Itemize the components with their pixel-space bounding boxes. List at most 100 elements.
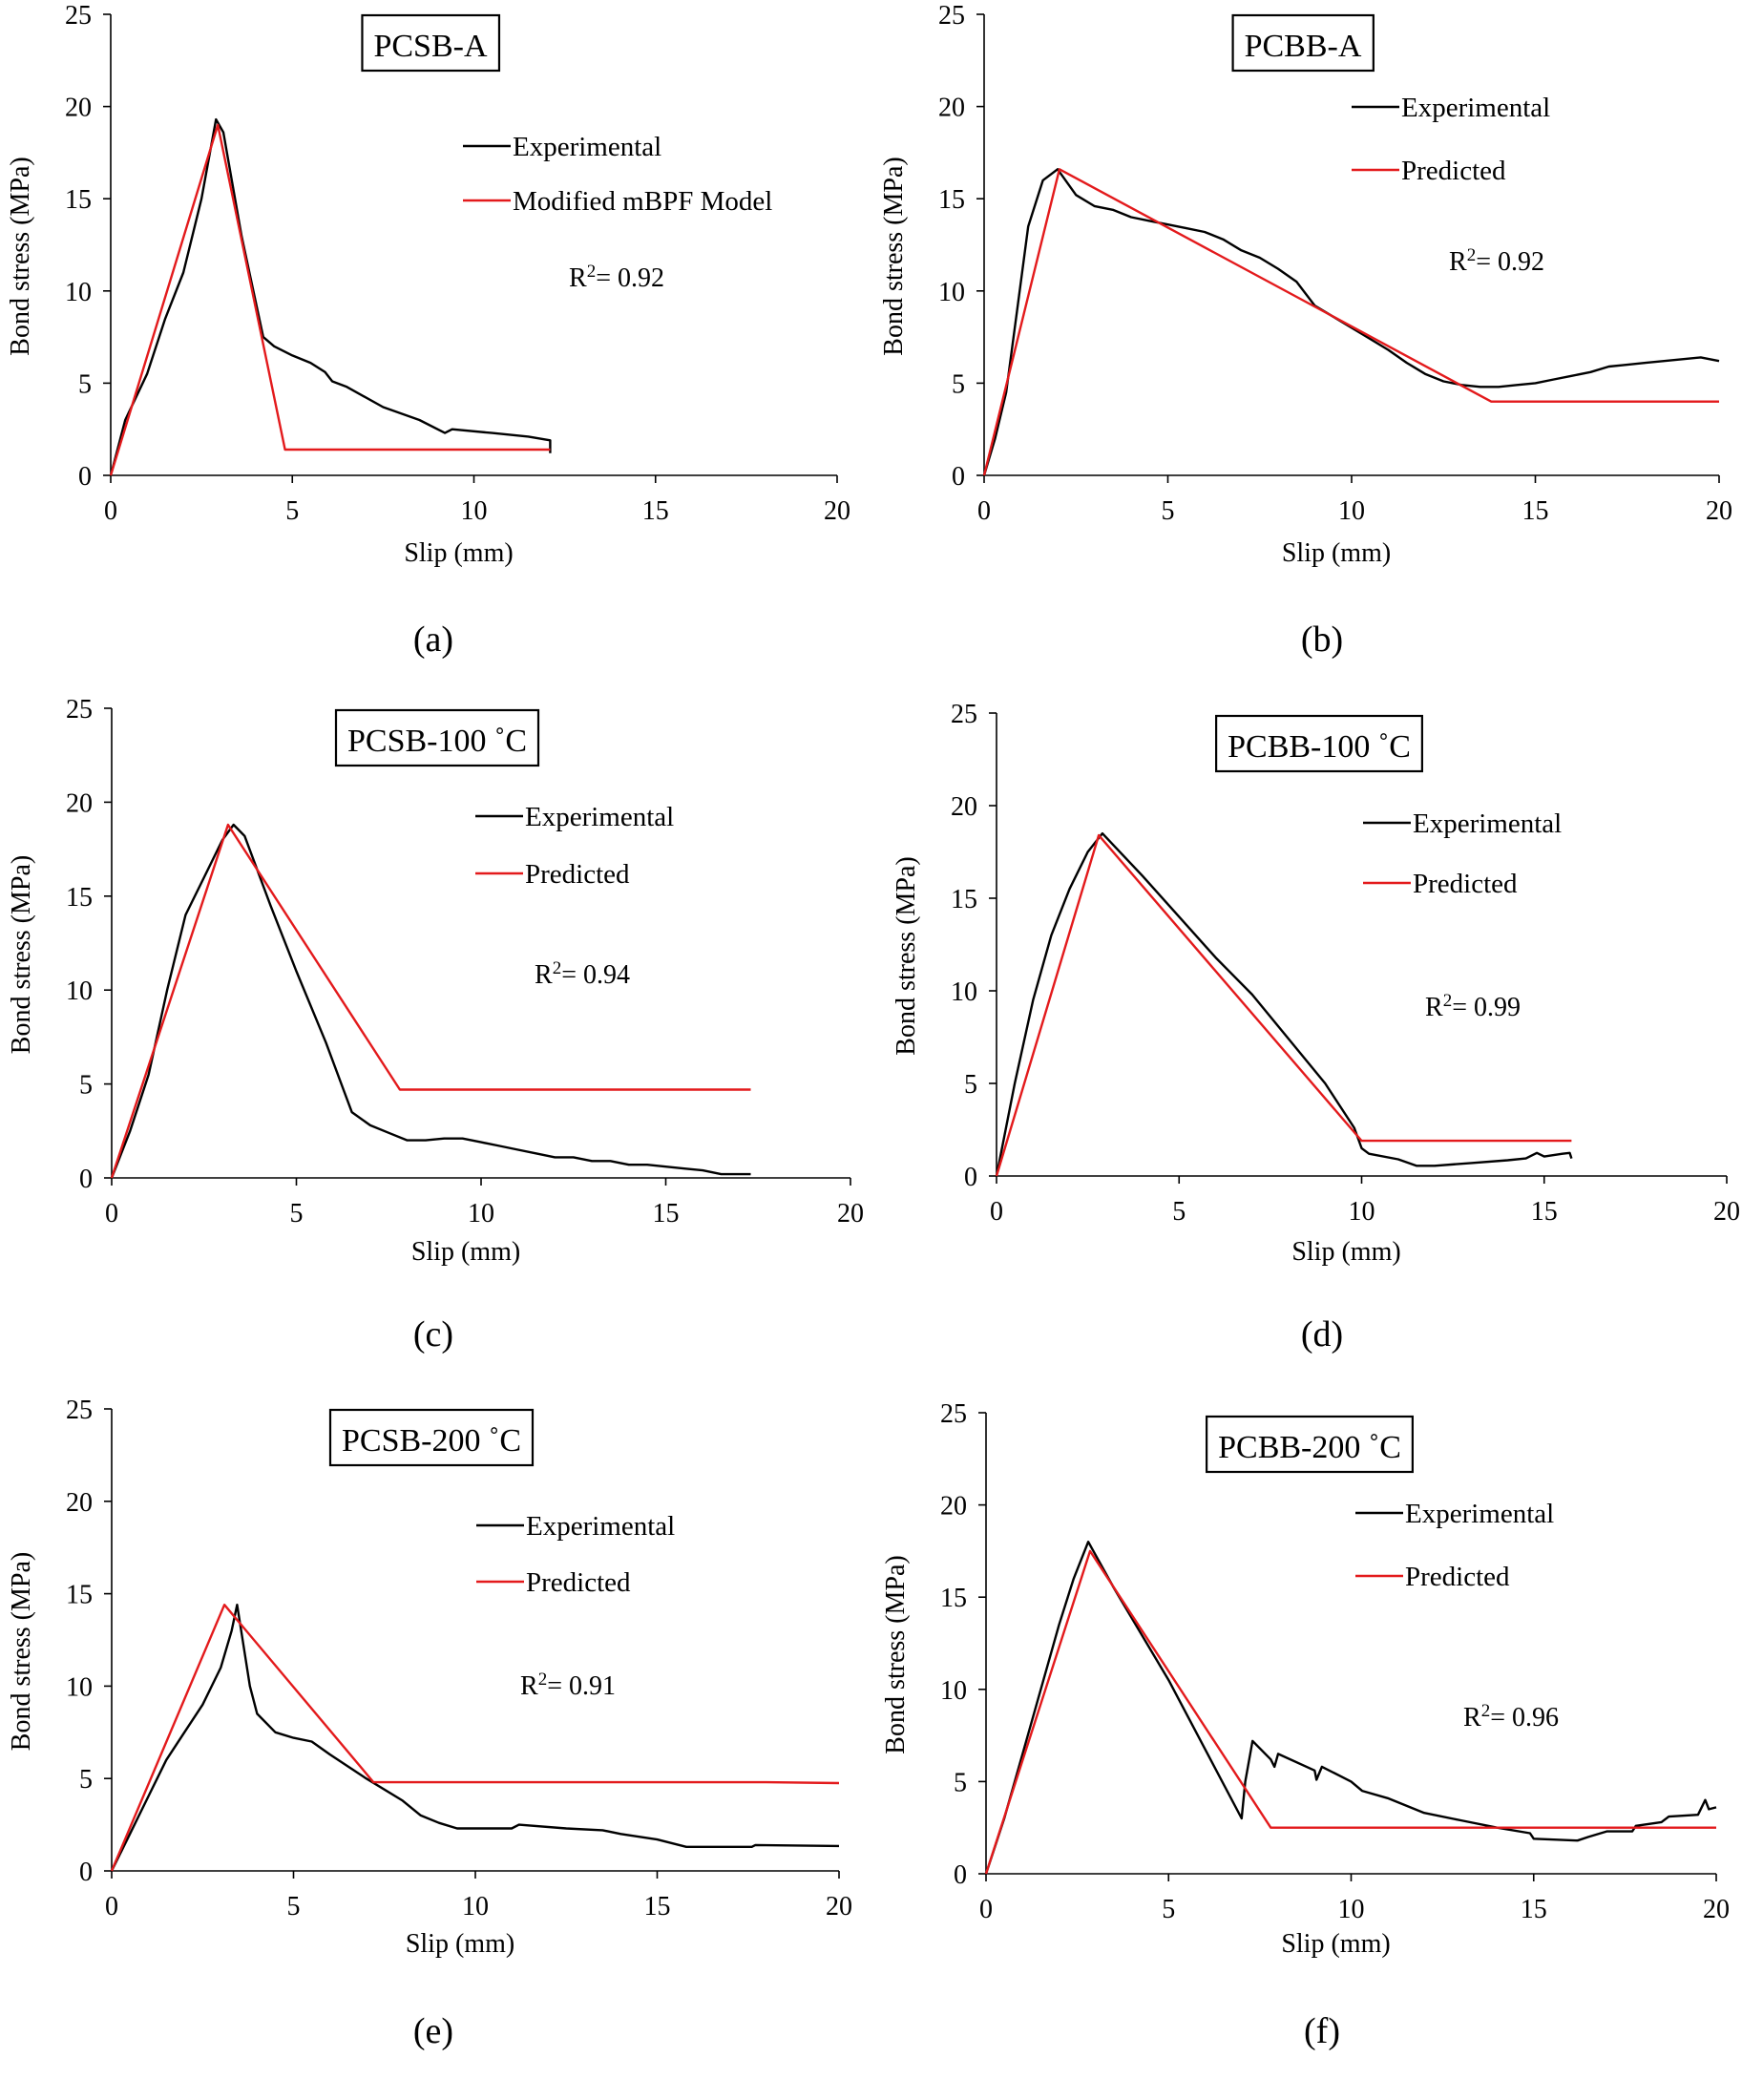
y-tick-label: 5 [964, 1070, 977, 1100]
x-tick-label: 0 [977, 496, 991, 526]
y-axis-title: Bond stress (MPa) [7, 855, 36, 1054]
y-tick-label: 15 [938, 185, 965, 215]
x-tick-label: 20 [1713, 1197, 1740, 1227]
panel-title: PCBB-A [1245, 29, 1362, 64]
x-tick-label: 15 [653, 1199, 680, 1228]
y-tick-label: 20 [66, 788, 93, 818]
y-tick-label: 25 [951, 700, 977, 729]
y-tick-label: 15 [66, 883, 93, 913]
x-tick-label: 0 [105, 1199, 118, 1228]
y-axis-title: Bond stress (MPa) [881, 1555, 911, 1754]
y-tick-label: 15 [65, 185, 92, 215]
x-tick-label: 15 [1531, 1197, 1558, 1227]
y-axis-title: Bond stress (MPa) [6, 157, 35, 355]
panel-caption: (b) [1301, 620, 1343, 660]
x-tick-label: 10 [1338, 496, 1365, 526]
legend-label: Predicted [1413, 869, 1518, 899]
r-squared-annotation: R2= 0.96 [1463, 1701, 1559, 1732]
x-tick-label: 10 [468, 1199, 494, 1228]
panel-caption: (f) [1304, 2011, 1340, 2051]
r-squared-annotation: R2= 0.99 [1425, 991, 1521, 1022]
y-tick-label: 15 [951, 885, 977, 914]
r-squared-annotation: R2= 0.91 [520, 1670, 616, 1701]
series-line-experimental [110, 823, 751, 1179]
panel-title: PCSB-200 ˚C [342, 1423, 521, 1459]
y-tick-label: 20 [938, 94, 965, 123]
x-tick-label: 5 [287, 1892, 301, 1922]
x-tick-label: 0 [104, 496, 117, 526]
legend-label: Predicted [1401, 156, 1506, 186]
y-tick-label: 0 [964, 1163, 977, 1192]
x-tick-label: 15 [1521, 1895, 1547, 1924]
legend: Experimental Predicted [475, 802, 674, 890]
r-squared-annotation: R2= 0.92 [569, 262, 664, 293]
series-line-experimental [995, 831, 1573, 1177]
x-tick-label: 10 [461, 496, 488, 526]
y-tick-label: 10 [938, 278, 965, 307]
legend: Experimental Predicted [1352, 93, 1550, 186]
series-line-predicted [110, 1603, 840, 1872]
panel-title: PCBB-200 ˚C [1218, 1430, 1401, 1465]
panel-title-box [361, 13, 501, 73]
y-tick-label: 5 [79, 1765, 93, 1795]
y-tick-label: 20 [940, 1492, 967, 1522]
panel-title: PCSB-100 ˚C [347, 724, 527, 759]
r-squared-annotation: R2= 0.94 [535, 958, 630, 990]
r-squared-annotation: R2= 0.92 [1449, 245, 1544, 277]
legend-label: Experimental [526, 1511, 675, 1542]
legend-label: Experimental [1401, 93, 1550, 123]
x-tick-label: 10 [462, 1892, 489, 1922]
x-tick-label: 5 [290, 1199, 304, 1228]
panel-caption: (d) [1301, 1314, 1343, 1354]
series-line-experimental [110, 1603, 840, 1872]
legend-label: Predicted [526, 1567, 631, 1598]
panel-title-box [328, 1408, 535, 1467]
y-tick-label: 10 [65, 278, 92, 307]
y-tick-label: 0 [79, 1165, 93, 1194]
y-axis-title: Bond stress (MPa) [7, 1552, 36, 1751]
x-axis-title: Slip (mm) [406, 1929, 514, 1959]
y-tick-label: 5 [952, 369, 965, 399]
x-axis-title: Slip (mm) [1281, 1929, 1390, 1959]
chart-panel-c: 0 5 10 15 20 25 0 5 10 15 20 Slip (mm) Bond stress (… [7, 695, 864, 1354]
y-axis-title: Bond stress (MPa) [879, 157, 909, 355]
y-tick-label: 25 [940, 1399, 967, 1429]
x-tick-label: 5 [1162, 1895, 1175, 1924]
x-tick-label: 20 [1703, 1895, 1730, 1924]
series-line-predicted [984, 1549, 1716, 1875]
x-tick-label: 20 [837, 1199, 864, 1228]
y-tick-label: 25 [938, 1, 965, 31]
series-line-predicted [982, 168, 1719, 476]
panel-title-box [1231, 13, 1375, 73]
y-tick-label: 0 [78, 462, 92, 492]
series-line-experimental [982, 168, 1720, 476]
series-line-experimental [109, 117, 552, 476]
y-tick-label: 20 [951, 792, 977, 822]
legend: Experimental Predicted [1355, 1499, 1554, 1592]
panel-caption: (a) [413, 620, 453, 660]
x-tick-label: 20 [824, 496, 850, 526]
panel-title-box [334, 708, 540, 767]
legend-label: Predicted [525, 859, 630, 890]
y-tick-label: 0 [954, 1860, 967, 1890]
series-line-modified-mbpf-model [109, 123, 551, 476]
legend-label: Modified mBPF Model [513, 186, 772, 217]
panel-title: PCBB-100 ˚C [1228, 729, 1411, 765]
series-line-experimental [984, 1540, 1717, 1875]
chart-panel-a: 0 5 10 15 20 25 0 5 10 15 20 Slip (mm) Bond stress (… [6, 1, 850, 660]
legend-label: Experimental [513, 132, 661, 162]
y-tick-label: 25 [66, 695, 93, 724]
chart-panel-b: 0 5 10 15 20 25 0 5 10 15 20 Slip (mm) Bond stress (… [879, 1, 1732, 660]
y-tick-label: 0 [79, 1858, 93, 1887]
panel-title-box [1215, 714, 1423, 773]
x-tick-label: 0 [105, 1892, 118, 1922]
legend-label: Experimental [1413, 808, 1562, 839]
y-tick-label: 10 [66, 1672, 93, 1702]
y-tick-label: 0 [952, 462, 965, 492]
x-axis-title: Slip (mm) [1282, 538, 1391, 568]
x-tick-label: 5 [285, 496, 299, 526]
panel-caption: (e) [413, 2011, 453, 2051]
y-tick-label: 10 [66, 976, 93, 1006]
panel-title: PCSB-A [373, 29, 487, 64]
